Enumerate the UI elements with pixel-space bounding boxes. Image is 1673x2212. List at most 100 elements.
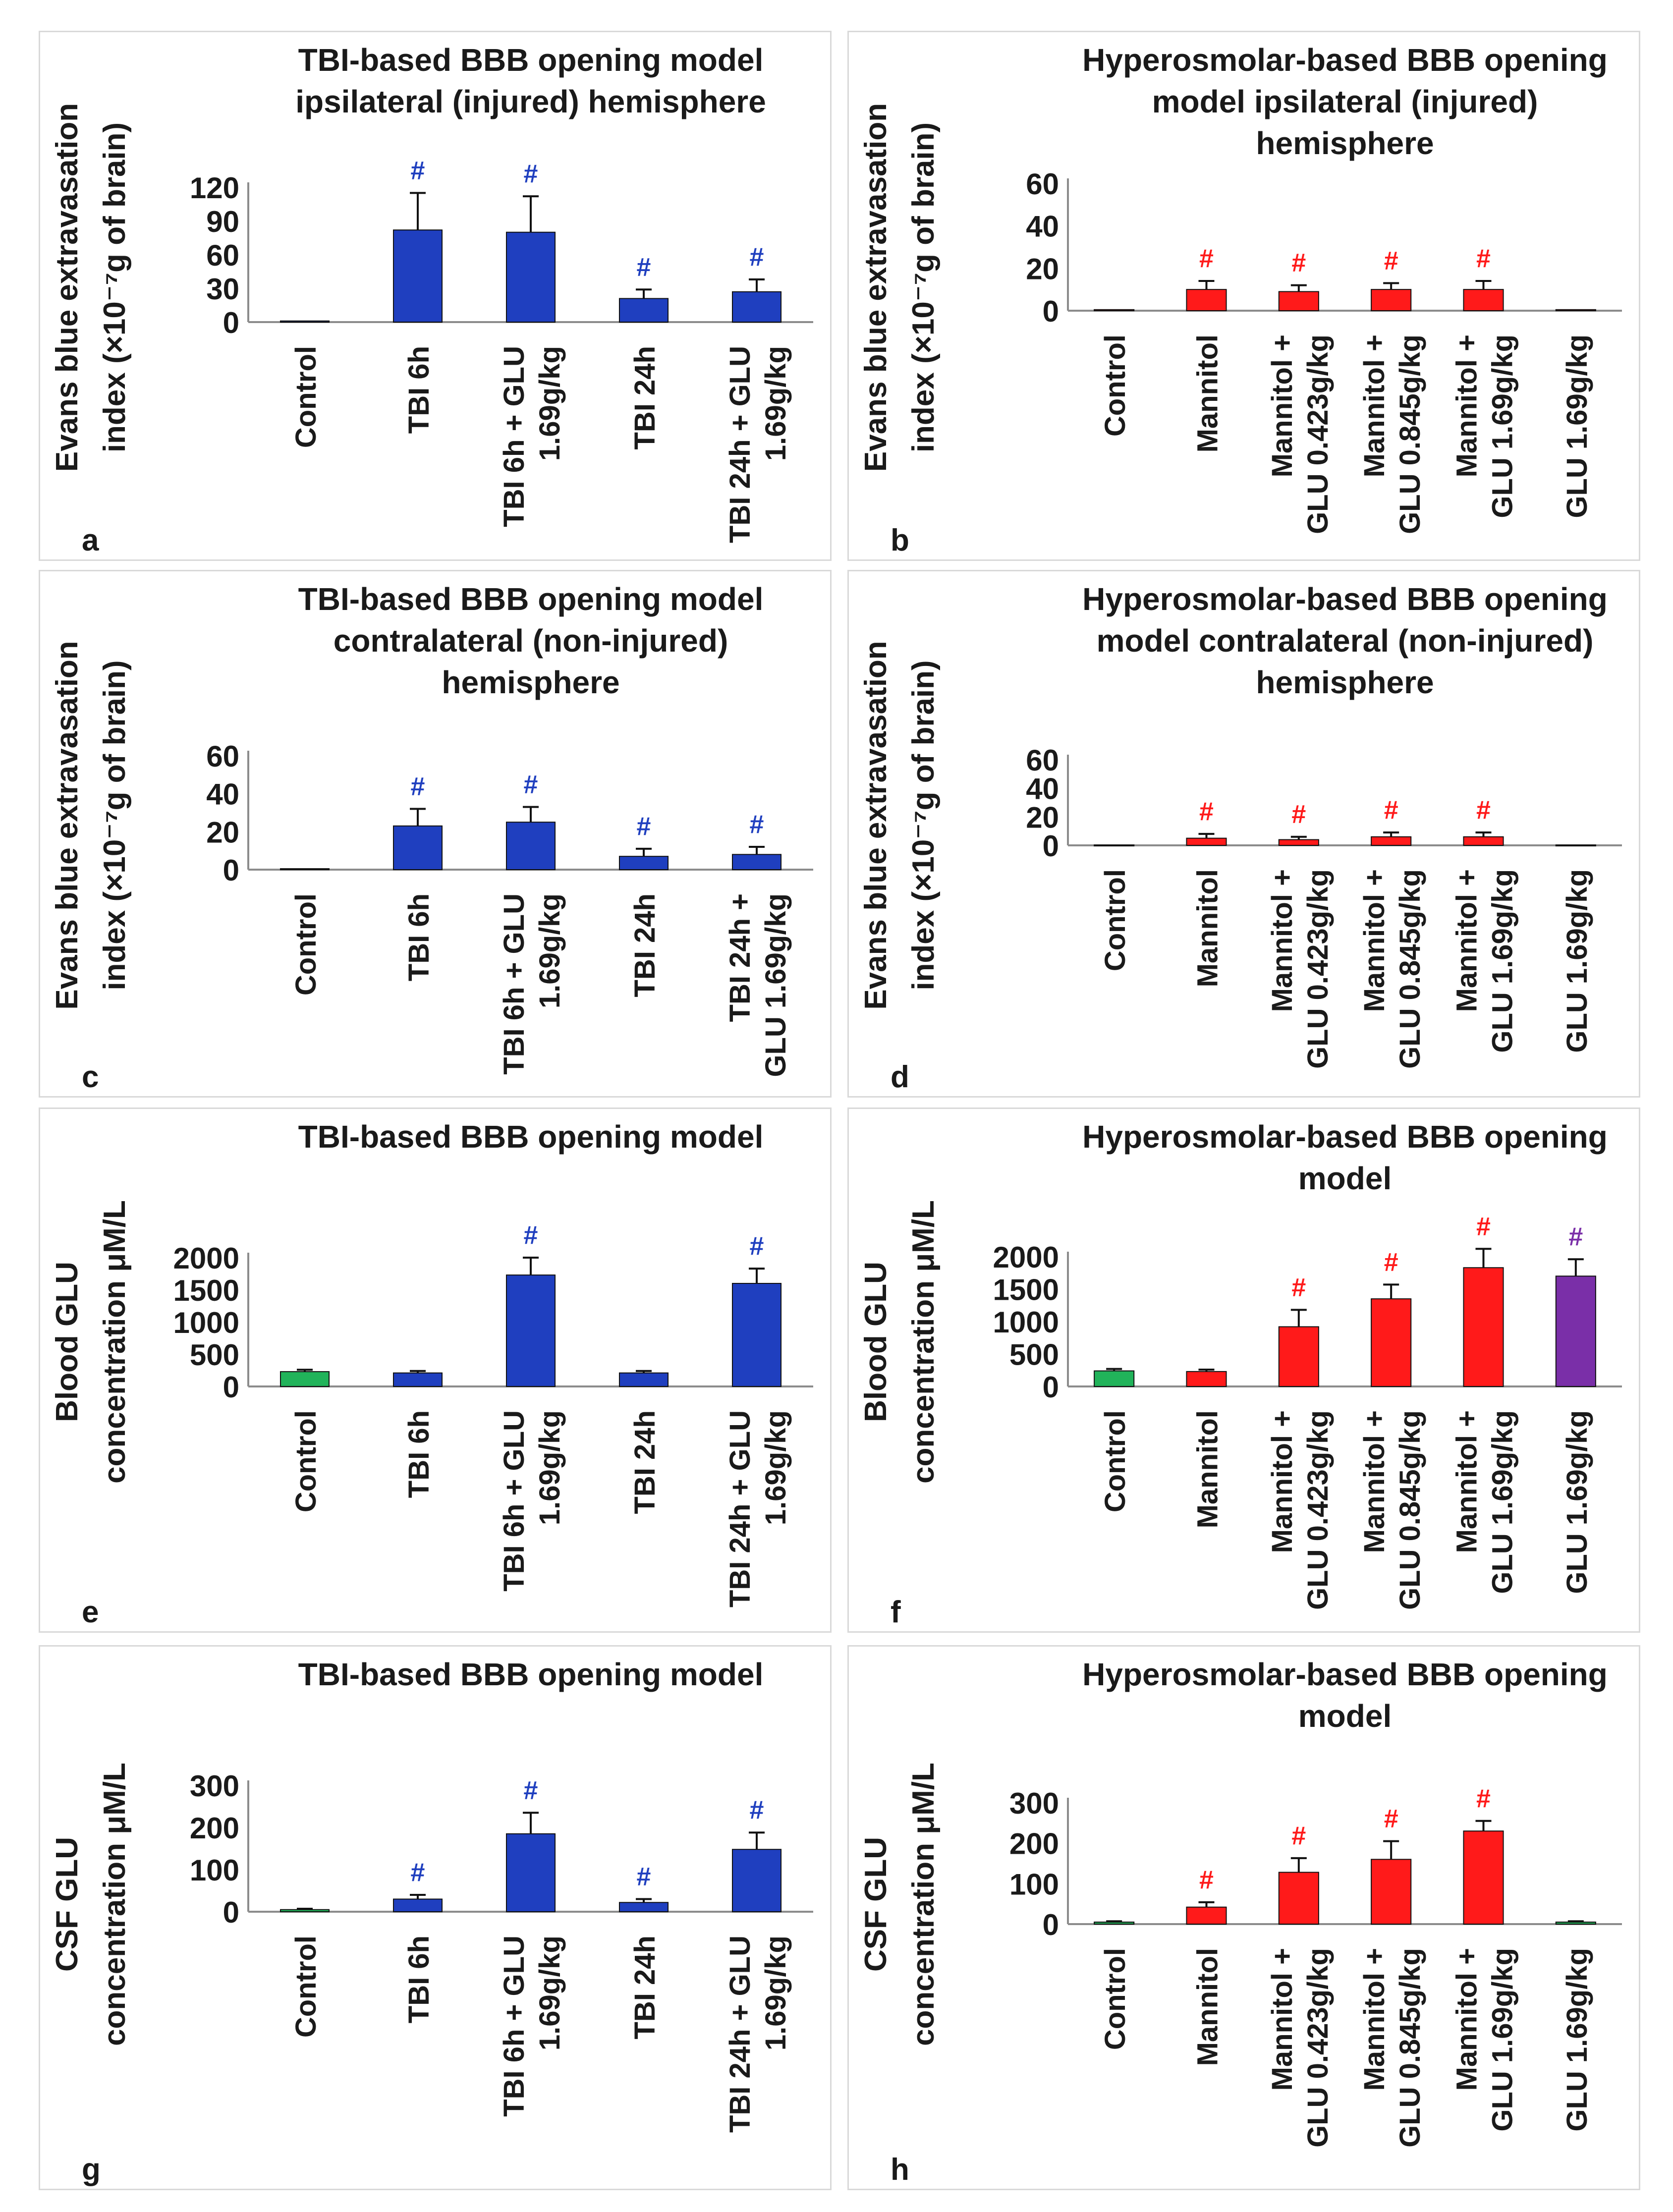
x-tick-label: Control	[290, 1410, 322, 1512]
chart-title-line: TBI-based BBB opening model	[298, 1657, 764, 1692]
bar	[731, 1849, 782, 1913]
y-tick-label: 0	[1043, 830, 1059, 863]
y-axis-label-line: index (×10⁻⁷g of brain)	[98, 660, 132, 990]
bar	[392, 1898, 443, 1912]
x-tick-label: TBI 6h + GLU	[498, 1936, 530, 2117]
chart-svg-h: Hyperosmolar-based BBB opening model CSF G…	[859, 1657, 1622, 2187]
y-tick-label: 200	[1009, 1827, 1059, 1861]
significance-marker: #	[411, 156, 425, 185]
x-tick-label: TBI 24h	[629, 1410, 661, 1514]
significance-marker: #	[411, 772, 425, 801]
x-tick-label: Mannitol	[1192, 1948, 1224, 2066]
chart-panel-h: Hyperosmolar-based BBB opening model CSF G…	[847, 1645, 1640, 2190]
x-tick-label: 1.69g/kg	[760, 1410, 792, 1525]
y-tick-label: 40	[206, 778, 239, 811]
panel-letter: d	[891, 1060, 909, 1094]
y-axis-label-line: concentration μM/L	[98, 1763, 132, 2046]
y-axis-label-line: concentration μM/L	[906, 1763, 941, 2046]
bar	[392, 825, 443, 870]
significance-marker: #	[637, 1863, 651, 1891]
bar	[1463, 1267, 1504, 1387]
bar	[505, 1274, 556, 1387]
x-tick-label: Mannitol +	[1451, 1410, 1483, 1553]
chart-title-line: model contralateral (non-injured)	[1097, 623, 1594, 659]
x-tick-label: GLU 0.423g/kg	[1302, 869, 1334, 1069]
chart-panel-d: Hyperosmolar-based BBB opening model cont…	[847, 570, 1640, 1098]
x-tick-label: GLU 0.423g/kg	[1302, 1948, 1334, 2148]
chart-svg-f: Hyperosmolar-based BBB opening model Blood…	[859, 1119, 1622, 1629]
significance-marker: #	[411, 1858, 425, 1887]
x-tick-label: GLU 0.845g/kg	[1394, 1410, 1426, 1610]
y-tick-label: 20	[1026, 801, 1059, 834]
significance-marker: #	[1476, 1212, 1491, 1241]
bar	[1555, 1275, 1596, 1387]
x-tick-label: Control	[1099, 869, 1131, 971]
chart-svg-a: TBI-based BBB opening model ipsilateral (…	[50, 42, 813, 557]
bar	[1278, 839, 1319, 846]
x-tick-label: TBI 6h	[403, 346, 435, 434]
x-tick-label: GLU 0.423g/kg	[1302, 334, 1334, 534]
bar	[392, 1372, 443, 1387]
y-axis-label-line: Evans blue extravasation	[859, 103, 893, 472]
y-tick-label: 100	[190, 1854, 239, 1887]
x-tick-label: GLU 1.69g/kg	[1487, 1948, 1519, 2132]
significance-marker: #	[1384, 1248, 1398, 1276]
bar	[731, 1283, 782, 1387]
chart-title-line: model ipsilateral (injured)	[1152, 84, 1538, 119]
significance-marker: #	[750, 1796, 764, 1825]
significance-marker: #	[1199, 1866, 1214, 1894]
bar	[1463, 1830, 1504, 1925]
x-tick-label: Control	[290, 346, 322, 448]
bar	[505, 822, 556, 870]
x-tick-label: Control	[1099, 334, 1131, 437]
y-tick-label: 60	[1026, 167, 1059, 201]
bar	[1094, 844, 1135, 847]
chart-title-line: Hyperosmolar-based BBB opening	[1082, 42, 1608, 78]
bar	[1186, 1371, 1227, 1387]
x-tick-label: 1.69g/kg	[760, 1936, 792, 2050]
significance-marker: #	[750, 243, 764, 272]
x-tick-label: GLU 1.69g/kg	[1561, 1948, 1593, 2132]
bar	[1555, 309, 1596, 312]
significance-marker: #	[1476, 1784, 1491, 1813]
y-axis-label-line: CSF GLU	[859, 1837, 893, 1972]
chart-panel-g: TBI-based BBB opening model CSF GLU concen…	[39, 1645, 832, 2190]
significance-marker: #	[1384, 1805, 1398, 1833]
significance-marker: #	[1384, 246, 1398, 275]
chart-svg-c: TBI-based BBB opening model contralateral…	[50, 581, 813, 1094]
x-tick-label: Mannitol	[1192, 1410, 1224, 1528]
x-tick-label: Mannitol +	[1266, 1410, 1298, 1553]
significance-marker: #	[750, 1232, 764, 1261]
y-axis-label-line: index (×10⁻⁷g of brain)	[98, 122, 132, 452]
bar	[1463, 289, 1504, 312]
x-tick-label: GLU 1.69g/kg	[1561, 1410, 1593, 1594]
significance-marker: #	[524, 771, 538, 799]
x-tick-label: 1.69g/kg	[534, 1936, 566, 2050]
x-tick-label: TBI 6h	[403, 893, 435, 981]
bar	[1278, 1326, 1319, 1387]
x-tick-label: 1.69g/kg	[534, 893, 566, 1008]
x-tick-label: 1.69g/kg	[760, 346, 792, 461]
chart-panel-e: TBI-based BBB opening model Blood GLU conc…	[39, 1107, 832, 1633]
bar	[1094, 1370, 1135, 1387]
significance-marker: #	[1476, 244, 1491, 273]
y-tick-label: 20	[206, 816, 239, 849]
y-tick-label: 2000	[993, 1241, 1059, 1274]
y-tick-label: 60	[1026, 744, 1059, 777]
x-tick-label: Mannitol +	[1358, 1410, 1391, 1553]
x-tick-label: Mannitol +	[1451, 334, 1483, 477]
bar	[279, 320, 330, 323]
bar	[1371, 836, 1412, 846]
x-tick-label: GLU 1.69g/kg	[1487, 1410, 1519, 1594]
bar	[279, 1909, 330, 1912]
y-axis-label-line: CSF GLU	[50, 1837, 84, 1972]
x-tick-label: GLU 1.69g/kg	[1487, 334, 1519, 518]
x-tick-label: GLU 1.69g/kg	[1561, 869, 1593, 1053]
chart-panel-b: Hyperosmolar-based BBB opening model ipsi…	[847, 31, 1640, 561]
y-tick-label: 0	[223, 1896, 239, 1929]
chart-title-line: TBI-based BBB opening model	[298, 1119, 764, 1155]
y-tick-label: 500	[190, 1338, 239, 1372]
bar	[1186, 837, 1227, 846]
y-axis-label-line: Evans blue extravasation	[859, 641, 893, 1009]
